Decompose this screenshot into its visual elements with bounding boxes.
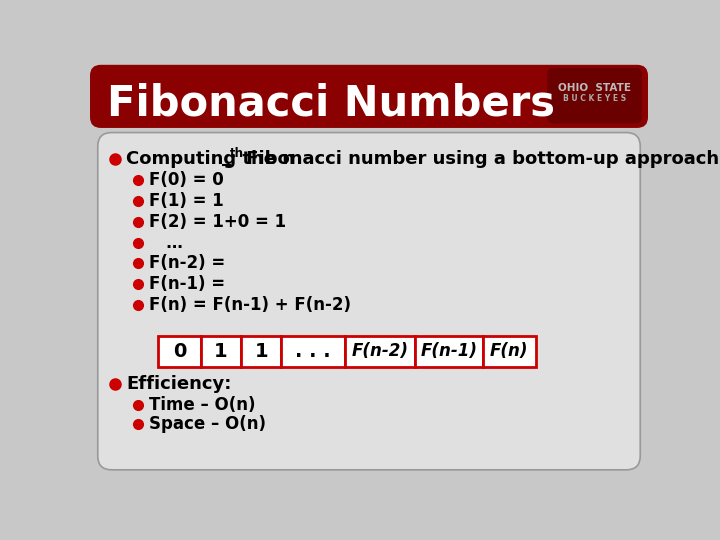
Text: Time – O(n): Time – O(n): [149, 396, 256, 414]
Text: F(n-1): F(n-1): [420, 342, 477, 360]
Text: 0: 0: [173, 342, 186, 361]
Text: Computing the n: Computing the n: [127, 150, 295, 168]
Text: F(2) = 1+0 = 1: F(2) = 1+0 = 1: [149, 213, 286, 231]
Bar: [201, 336, 241, 367]
FancyBboxPatch shape: [98, 132, 640, 470]
Bar: [483, 336, 536, 367]
Text: Fibonacci number using a bottom-up approach:: Fibonacci number using a bottom-up appro…: [240, 150, 720, 168]
Bar: [415, 336, 483, 367]
Text: 1: 1: [254, 342, 268, 361]
Text: Efficiency:: Efficiency:: [127, 375, 232, 393]
Bar: [345, 336, 415, 367]
Text: …: …: [149, 234, 183, 252]
FancyBboxPatch shape: [90, 65, 648, 128]
Text: F(n-2) =: F(n-2) =: [149, 254, 225, 273]
Text: F(n-2): F(n-2): [351, 342, 408, 360]
Text: F(1) = 1: F(1) = 1: [149, 192, 224, 210]
Text: OHIO  STATE: OHIO STATE: [558, 83, 631, 93]
Bar: [282, 336, 345, 367]
Bar: [158, 336, 201, 367]
Text: F(n-1) =: F(n-1) =: [149, 275, 225, 293]
Text: Fibonacci Numbers: Fibonacci Numbers: [107, 82, 555, 124]
Text: F(0) = 0: F(0) = 0: [149, 171, 224, 190]
Bar: [241, 336, 282, 367]
Text: F(n) = F(n-1) + F(n-2): F(n) = F(n-1) + F(n-2): [149, 296, 351, 314]
Text: 1: 1: [214, 342, 228, 361]
Text: Space – O(n): Space – O(n): [149, 415, 266, 434]
Text: . . .: . . .: [295, 342, 331, 361]
Text: th: th: [230, 147, 244, 160]
Text: F(n): F(n): [490, 342, 528, 360]
FancyBboxPatch shape: [547, 68, 642, 123]
Text: B U C K E Y E S: B U C K E Y E S: [563, 94, 626, 103]
